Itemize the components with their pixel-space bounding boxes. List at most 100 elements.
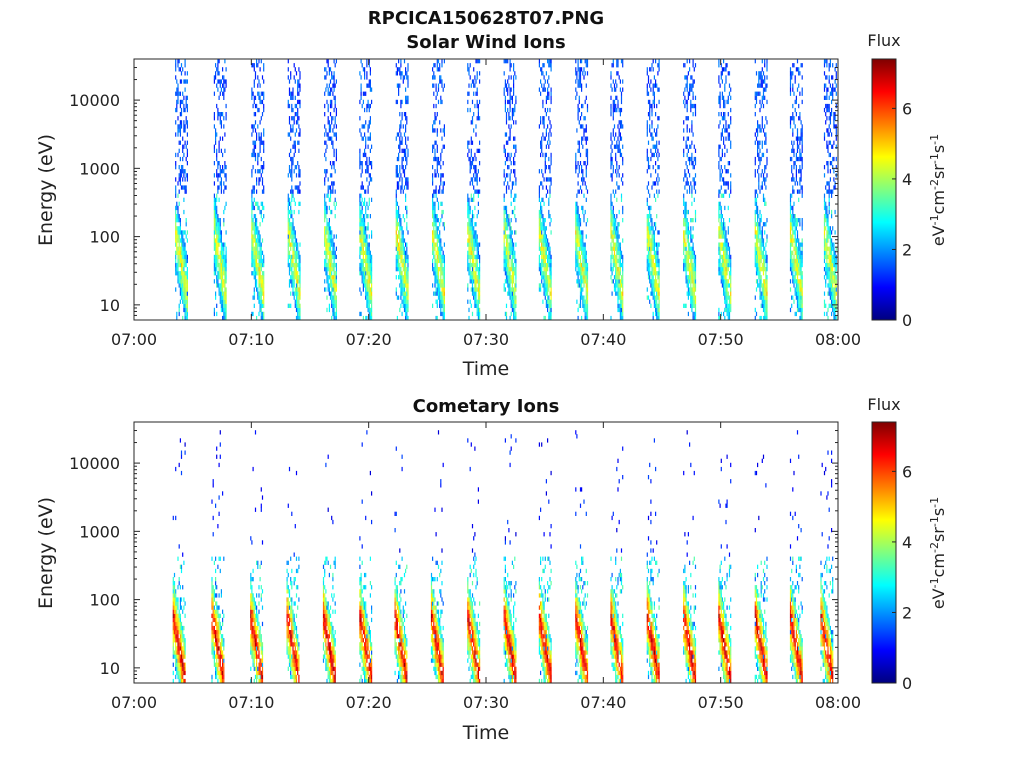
heatmap-cell	[543, 250, 545, 255]
heatmap-cell	[693, 185, 695, 190]
heatmap-cell	[434, 234, 436, 239]
heatmap-cell	[509, 63, 511, 68]
heatmap-cell	[441, 246, 443, 251]
heatmap-cell	[505, 242, 508, 247]
heatmap-cell	[359, 250, 361, 255]
heatmap-cell	[543, 275, 545, 280]
heatmap-cell	[616, 258, 618, 264]
heatmap-cell	[577, 79, 579, 84]
heatmap-cell	[442, 267, 444, 272]
heatmap-cell	[439, 120, 441, 125]
heatmap-cell	[437, 287, 440, 292]
heatmap-cell	[334, 295, 336, 300]
heatmap-cell	[259, 303, 261, 308]
heatmap-cell	[547, 283, 549, 288]
heatmap-cell	[541, 258, 543, 264]
heatmap-cell	[369, 214, 371, 219]
heatmap-cell	[182, 144, 184, 149]
heatmap-cell	[366, 75, 368, 80]
heatmap-cell	[646, 67, 648, 72]
heatmap-cell	[185, 299, 187, 304]
heatmap-cell	[287, 75, 289, 80]
heatmap-cell	[399, 230, 401, 235]
heatmap-cell	[550, 279, 552, 284]
heatmap-cell	[333, 165, 335, 170]
heatmap-cell	[475, 156, 477, 162]
heatmap-cell	[177, 218, 179, 223]
heatmap-cell	[613, 242, 616, 247]
heatmap-cell	[251, 132, 253, 137]
heatmap-cell	[435, 287, 437, 292]
heatmap-cell	[176, 87, 178, 92]
heatmap-cell	[439, 67, 441, 72]
heatmap-cell	[361, 63, 363, 68]
heatmap-cell	[362, 238, 364, 243]
heatmap-cell	[434, 267, 436, 272]
heatmap-cell	[435, 242, 437, 247]
heatmap-cell	[514, 103, 516, 109]
heatmap-cell	[544, 242, 546, 247]
heatmap-cell	[585, 295, 587, 300]
heatmap-cell	[359, 238, 361, 243]
heatmap-cell	[369, 258, 371, 264]
heatmap-cell	[510, 242, 512, 247]
heatmap-cell	[360, 267, 362, 272]
heatmap-cell	[439, 283, 441, 288]
heatmap-cell	[335, 124, 337, 129]
heatmap-cell	[434, 128, 436, 133]
heatmap-cell	[687, 230, 689, 235]
heatmap-cell	[684, 303, 686, 308]
heatmap-cell	[576, 201, 578, 206]
heatmap-cell	[432, 262, 434, 268]
heatmap-cell	[400, 173, 402, 178]
heatmap-cell	[178, 254, 180, 260]
heatmap-cell	[437, 250, 440, 255]
heatmap-cell	[177, 254, 179, 260]
heatmap-cell	[505, 83, 508, 88]
heatmap-cell	[470, 177, 472, 182]
heatmap-cell	[405, 87, 407, 92]
heatmap-cell	[723, 136, 725, 141]
heatmap-cell	[326, 205, 328, 211]
heatmap-cell	[690, 287, 692, 292]
heatmap-cell	[324, 218, 326, 223]
heatmap-cell	[509, 128, 511, 133]
heatmap-cell	[401, 242, 403, 247]
heatmap-cell	[586, 152, 589, 158]
heatmap-cell	[359, 262, 361, 268]
heatmap-cell	[434, 120, 436, 125]
heatmap-cell	[290, 148, 292, 153]
heatmap-cell	[585, 59, 587, 64]
heatmap-cell	[293, 140, 295, 145]
heatmap-cell	[298, 262, 300, 268]
heatmap-cell	[549, 185, 551, 190]
heatmap-cell	[176, 218, 178, 223]
heatmap-cell	[585, 124, 587, 129]
heatmap-cell	[435, 267, 437, 272]
heatmap-cell	[686, 189, 688, 194]
heatmap-cell	[324, 140, 326, 145]
heatmap-cell	[326, 83, 328, 88]
heatmap-cell	[175, 185, 177, 190]
heatmap-cell	[254, 262, 257, 268]
heatmap-cell	[515, 230, 517, 235]
heatmap-cell	[287, 201, 289, 206]
heatmap-cell	[261, 91, 264, 96]
heatmap-cell	[470, 262, 472, 268]
heatmap-cell	[263, 148, 265, 153]
heatmap-cell	[329, 295, 332, 300]
heatmap-cell	[252, 140, 254, 145]
heatmap-cell	[582, 242, 584, 247]
heatmap-cell	[577, 283, 579, 288]
heatmap-cell	[439, 242, 441, 247]
heatmap-cell	[723, 242, 725, 247]
heatmap-cell	[178, 226, 180, 231]
heatmap-cell	[260, 116, 262, 121]
heatmap-cell	[583, 250, 585, 255]
heatmap-cell	[507, 291, 509, 296]
heatmap-cell	[611, 201, 613, 206]
heatmap-cell	[547, 291, 549, 296]
heatmap-cell	[474, 287, 476, 292]
heatmap-cell	[365, 152, 367, 158]
heatmap-cell	[367, 295, 369, 300]
